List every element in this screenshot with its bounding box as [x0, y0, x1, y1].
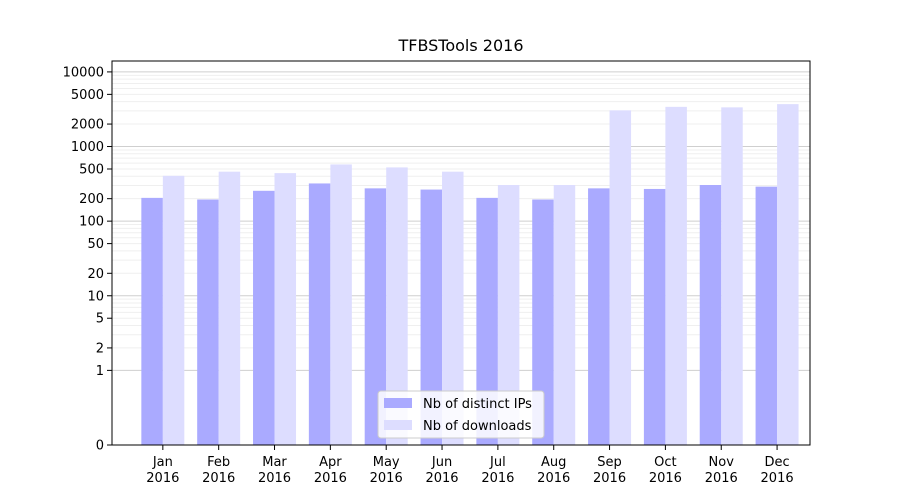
bar-downloads — [162, 175, 185, 445]
legend-swatch-ips — [384, 398, 412, 408]
bar-distinct-ips — [643, 188, 666, 445]
x-tick-label-year: 2016 — [649, 471, 682, 486]
bar-downloads — [665, 106, 687, 446]
bar-distinct-ips — [532, 199, 554, 445]
bar-downloads — [330, 164, 352, 446]
bars — [141, 104, 799, 446]
bar-distinct-ips — [699, 185, 722, 445]
chart-title: TFBSTools 2016 — [397, 36, 523, 55]
bar-downloads — [386, 167, 408, 445]
x-tick-label-month: Oct — [654, 455, 676, 470]
bar-distinct-ips — [476, 197, 498, 445]
x-tick-label-month: May — [373, 455, 400, 470]
y-tick-label: 10 — [87, 289, 104, 304]
x-tick-label-year: 2016 — [537, 471, 570, 486]
x-tick-label-month: Jul — [489, 455, 506, 470]
y-tick-label: 10000 — [63, 65, 104, 80]
bar-distinct-ips — [253, 190, 275, 445]
x-axis: Jan2016Feb2016Mar2016Apr2016May2016Jun20… — [146, 445, 794, 486]
x-tick-label-year: 2016 — [258, 471, 291, 486]
x-tick-label-year: 2016 — [425, 471, 458, 486]
legend-label-ips: Nb of distinct IPs — [423, 397, 532, 412]
x-tick-label-month: Sep — [597, 455, 622, 470]
bar-downloads — [553, 185, 576, 445]
x-tick-label-year: 2016 — [705, 471, 738, 486]
x-tick-label-month: Feb — [207, 455, 230, 470]
y-tick-label: 0 — [96, 439, 104, 454]
y-tick-label: 200 — [79, 192, 104, 207]
x-tick-label-month: Apr — [319, 455, 342, 470]
bar-distinct-ips — [755, 186, 778, 445]
y-tick-label: 2 — [96, 341, 104, 356]
y-axis: 0 1 2 5 10 20 50 100 200 500 1000 2000 5000 10000 — [63, 65, 112, 454]
bar-distinct-ips — [364, 188, 387, 445]
bar-distinct-ips — [141, 197, 163, 445]
legend-label-downloads: Nb of downloads — [423, 419, 532, 434]
bar-downloads — [442, 171, 464, 445]
x-tick-label-year: 2016 — [370, 471, 403, 486]
legend: Nb of distinct IPs Nb of downloads — [377, 390, 545, 439]
bar-distinct-ips — [197, 199, 219, 445]
x-tick-label-month: Nov — [709, 455, 735, 470]
x-tick-label-year: 2016 — [146, 471, 179, 486]
y-tick-label: 1 — [96, 364, 104, 379]
bar-downloads — [777, 104, 799, 446]
bar-distinct-ips — [308, 183, 331, 445]
x-tick-label-month: Jan — [152, 455, 173, 470]
y-tick-label: 5 — [96, 312, 104, 327]
bar-downloads — [218, 171, 241, 445]
plot-frame — [111, 60, 811, 446]
legend-box — [377, 390, 545, 439]
bar-distinct-ips — [588, 188, 610, 445]
x-tick-label-month: Mar — [262, 455, 287, 470]
y-tick-label: 100 — [79, 215, 104, 230]
bar-distinct-ips — [420, 189, 443, 445]
bar-downloads — [721, 107, 743, 446]
x-tick-label-year: 2016 — [202, 471, 235, 486]
y-tick-label: 20 — [87, 267, 104, 282]
x-tick-label-month: Dec — [765, 455, 790, 470]
x-tick-label-year: 2016 — [593, 471, 626, 486]
legend-swatch-downloads — [384, 420, 412, 430]
bar-downloads — [609, 110, 632, 445]
x-tick-label-month: Aug — [541, 455, 566, 470]
x-tick-label-year: 2016 — [481, 471, 514, 486]
x-tick-label-year: 2016 — [761, 471, 794, 486]
y-tick-label: 1000 — [71, 140, 104, 155]
y-tick-label: 500 — [79, 162, 104, 177]
bar-downloads — [497, 185, 520, 445]
y-tick-label: 50 — [87, 237, 104, 252]
bar-downloads — [274, 173, 297, 445]
y-tick-label: 2000 — [71, 118, 104, 133]
x-tick-label-month: Jun — [431, 455, 452, 470]
y-tick-label: 5000 — [71, 88, 104, 103]
x-tick-label-year: 2016 — [314, 471, 347, 486]
